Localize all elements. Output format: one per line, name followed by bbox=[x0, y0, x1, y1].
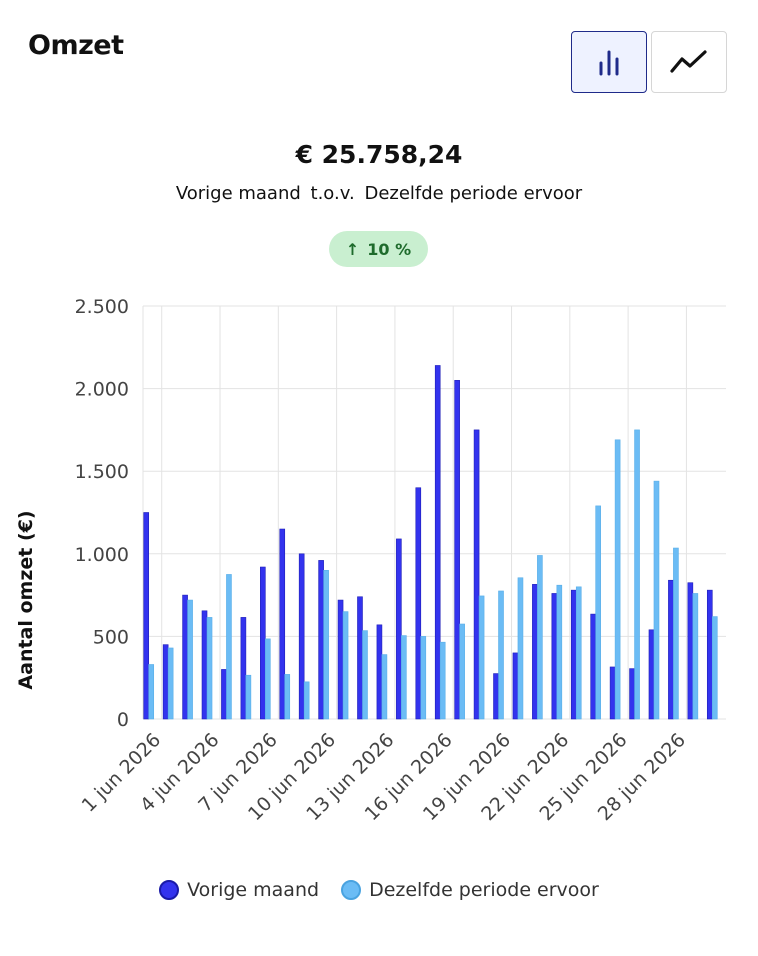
bar-current bbox=[687, 582, 694, 720]
bar-current bbox=[609, 666, 616, 720]
bar-previous bbox=[420, 636, 427, 720]
total-revenue: € 25.758,24 bbox=[295, 140, 463, 169]
bar-current bbox=[590, 613, 596, 720]
bar-previous bbox=[381, 654, 388, 720]
bar-current bbox=[434, 365, 441, 720]
line-chart-toggle-button[interactable] bbox=[651, 31, 727, 93]
bar-previous bbox=[634, 429, 640, 720]
bar-previous bbox=[575, 586, 582, 720]
bar-current bbox=[376, 624, 383, 720]
bar-previous bbox=[673, 547, 679, 720]
bar-current bbox=[260, 566, 266, 720]
change-value: 10 % bbox=[367, 239, 412, 259]
legend-label-previous: Dezelfde periode ervoor bbox=[369, 879, 599, 901]
bar-current bbox=[318, 560, 324, 720]
y-tick-label: 2.000 bbox=[75, 379, 129, 401]
bar-previous bbox=[653, 480, 660, 720]
versus-label: t.o.v. bbox=[310, 183, 355, 204]
legend-dot-previous bbox=[341, 880, 362, 900]
bar-previous bbox=[478, 595, 485, 720]
bar-current bbox=[240, 617, 247, 720]
bar-previous bbox=[614, 439, 621, 720]
y-tick-label: 0 bbox=[117, 709, 129, 731]
y-tick-label: 500 bbox=[93, 626, 129, 648]
line-chart-icon bbox=[670, 50, 707, 73]
arrow-up-icon: ↑ bbox=[345, 239, 360, 259]
bar-previous bbox=[711, 616, 718, 720]
bar-current bbox=[357, 596, 363, 720]
bar-chart-toggle-button[interactable] bbox=[571, 31, 647, 93]
chart-legend: Vorige maand Dezelfde periode ervoor bbox=[0, 879, 758, 901]
bar-current bbox=[221, 669, 227, 720]
bar-current bbox=[648, 629, 655, 720]
bar-current bbox=[298, 553, 305, 720]
bar-previous bbox=[187, 599, 193, 720]
bar-chart-icon bbox=[599, 50, 619, 76]
legend-item-previous[interactable]: Dezelfde periode ervoor bbox=[341, 879, 599, 901]
bar-previous bbox=[498, 590, 504, 720]
legend-dot-current bbox=[159, 880, 180, 900]
bar-current bbox=[629, 668, 635, 720]
bar-previous bbox=[517, 577, 524, 720]
bar-previous bbox=[362, 630, 368, 720]
bar-current bbox=[201, 610, 208, 720]
bar-current bbox=[668, 579, 674, 720]
bar-current bbox=[162, 644, 169, 720]
bar-previous bbox=[342, 611, 349, 720]
bar-previous bbox=[303, 681, 310, 720]
previous-period-label: Dezelfde periode ervoor bbox=[364, 183, 583, 204]
bar-current bbox=[473, 429, 480, 720]
y-tick-label: 1.500 bbox=[75, 461, 129, 483]
bar-previous bbox=[167, 647, 174, 720]
y-tick-label: 2.500 bbox=[75, 296, 129, 318]
bar-previous bbox=[401, 635, 407, 720]
bar-current bbox=[415, 487, 422, 720]
bar-current bbox=[512, 652, 519, 720]
bar-previous bbox=[692, 593, 699, 720]
bar-current bbox=[143, 512, 150, 720]
bar-current bbox=[396, 538, 402, 720]
bar-current bbox=[532, 584, 538, 720]
change-badge: ↑ 10 % bbox=[329, 231, 428, 267]
bar-previous bbox=[537, 555, 543, 720]
y-axis-label: Aantal omzet (€) bbox=[15, 510, 37, 689]
bar-current bbox=[570, 589, 577, 720]
bar-current bbox=[706, 589, 713, 720]
bar-previous bbox=[206, 617, 213, 720]
bar-previous bbox=[284, 674, 291, 720]
bar-current bbox=[337, 599, 344, 720]
bar-previous bbox=[323, 570, 329, 720]
legend-label-current: Vorige maand bbox=[187, 879, 320, 901]
bar-current bbox=[182, 594, 188, 720]
bar-current bbox=[454, 380, 460, 720]
y-tick-label: 1.000 bbox=[75, 544, 129, 566]
bar-current bbox=[279, 528, 286, 720]
bar-previous bbox=[556, 584, 563, 720]
bar-current bbox=[551, 593, 558, 720]
current-period-label: Vorige maand bbox=[175, 183, 301, 204]
bar-previous bbox=[148, 664, 155, 720]
comparison-caption: Vorige maand t.o.v. Dezelfde periode erv… bbox=[0, 183, 758, 204]
bar-current bbox=[493, 673, 499, 720]
card-title: Omzet bbox=[28, 30, 124, 61]
bar-previous bbox=[459, 623, 465, 720]
legend-item-current[interactable]: Vorige maand bbox=[159, 879, 319, 901]
bar-previous bbox=[265, 638, 271, 720]
bar-previous bbox=[439, 641, 446, 720]
bar-previous bbox=[595, 505, 601, 720]
bar-previous bbox=[245, 674, 252, 720]
bar-previous bbox=[226, 574, 232, 720]
